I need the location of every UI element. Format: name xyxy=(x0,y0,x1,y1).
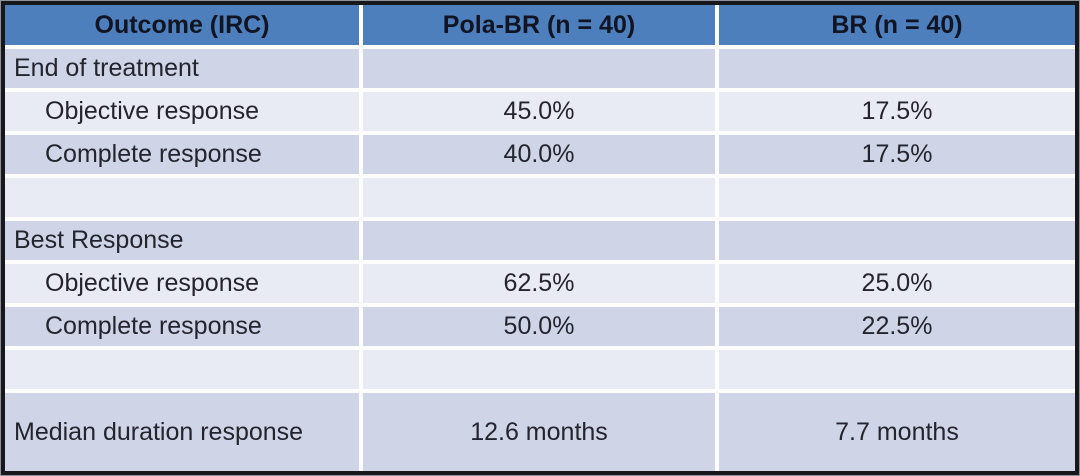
pola-br-value: 12.6 months xyxy=(363,393,715,471)
br-value xyxy=(719,221,1075,260)
row-label-end-of-treatment: End of treatment xyxy=(5,49,359,88)
column-header-br: BR (n = 40) xyxy=(719,5,1075,45)
row-label-complete-response: Complete response xyxy=(5,307,359,346)
br-value: 17.5% xyxy=(719,92,1075,131)
br-value: 7.7 months xyxy=(719,393,1075,471)
pola-br-value: 62.5% xyxy=(363,264,715,303)
row-label-complete-response: Complete response xyxy=(5,135,359,174)
pola-br-value xyxy=(363,49,715,88)
row-label-median-duration-response: Median duration response xyxy=(5,393,359,471)
br-value xyxy=(719,49,1075,88)
empty-row-value xyxy=(719,350,1075,389)
pola-br-value: 45.0% xyxy=(363,92,715,131)
br-value: 22.5% xyxy=(719,307,1075,346)
pola-br-value xyxy=(363,221,715,260)
pola-br-value: 50.0% xyxy=(363,307,715,346)
column-header-pola-br: Pola-BR (n = 40) xyxy=(363,5,715,45)
empty-row-value xyxy=(719,178,1075,217)
empty-row-value xyxy=(363,178,715,217)
row-label-objective-response: Objective response xyxy=(5,264,359,303)
row-label-best-response: Best Response xyxy=(5,221,359,260)
empty-row-label xyxy=(5,178,359,217)
row-label-objective-response: Objective response xyxy=(5,92,359,131)
br-value: 25.0% xyxy=(719,264,1075,303)
pola-br-value: 40.0% xyxy=(363,135,715,174)
empty-row-value xyxy=(363,350,715,389)
br-value: 17.5% xyxy=(719,135,1075,174)
empty-row-label xyxy=(5,350,359,389)
column-header-outcome: Outcome (IRC) xyxy=(5,5,359,45)
